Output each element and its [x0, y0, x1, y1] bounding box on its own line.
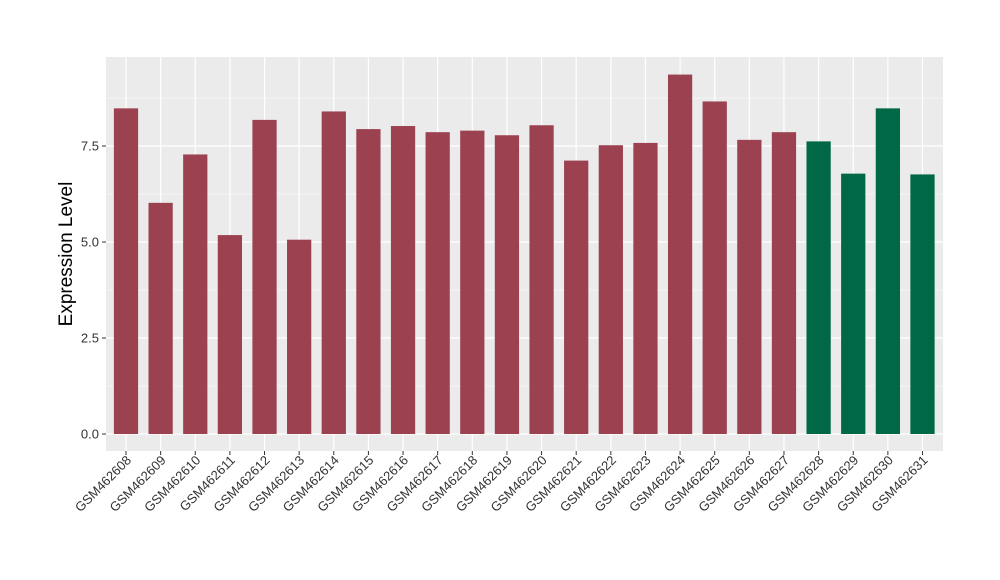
bar-GSM462617: [425, 132, 450, 434]
bar-GSM462628: [806, 141, 831, 434]
bar-GSM462623: [633, 142, 658, 435]
minor-gridlines: [106, 97, 943, 387]
bars: [113, 74, 935, 435]
bar-GSM462616: [390, 126, 416, 435]
bar-GSM462613: [287, 239, 312, 434]
bar-GSM462615: [356, 129, 381, 434]
y-tick-label: 5.0: [81, 235, 99, 250]
bar-GSM462622: [598, 145, 623, 434]
plot-panel: [106, 57, 943, 451]
bar-GSM462624: [667, 74, 693, 435]
bar-GSM462620: [529, 125, 554, 434]
bar-GSM462611: [217, 235, 243, 434]
y-tick-label: 2.5: [81, 331, 99, 346]
bar-GSM462609: [148, 202, 173, 434]
bar-GSM462631: [910, 174, 935, 434]
bar-GSM462618: [460, 130, 485, 434]
bar-GSM462625: [702, 101, 727, 435]
bar-GSM462619: [494, 135, 520, 435]
bar-GSM462608: [113, 108, 139, 435]
bar-GSM462626: [737, 139, 762, 434]
y-axis-title: Expression Level: [56, 182, 77, 327]
y-tick-label: 7.5: [81, 139, 99, 154]
bar-GSM462629: [841, 173, 866, 434]
y-axis: 0.0 2.5 5.0 7.5: [81, 139, 106, 442]
bar-GSM462614: [321, 111, 346, 434]
y-tick-label: 0.0: [81, 427, 99, 442]
bar-GSM462621: [564, 160, 589, 435]
bar-GSM462627: [771, 132, 797, 434]
bar-GSM462610: [183, 154, 208, 434]
bar-GSM462612: [252, 119, 277, 434]
bar-GSM462630: [875, 108, 900, 435]
